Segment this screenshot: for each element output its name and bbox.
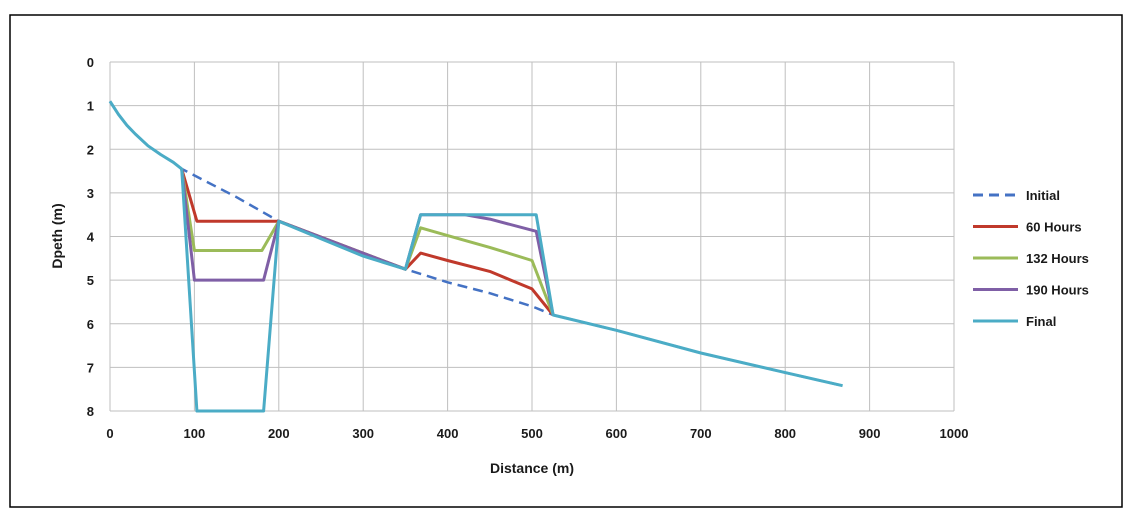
x-axis-label: Distance (m)	[490, 460, 574, 476]
legend-label: 60 Hours	[1026, 220, 1082, 235]
x-tick-label: 300	[352, 426, 374, 441]
series-line-final	[108, 100, 843, 413]
gridlines	[109, 61, 955, 412]
series-line-60-hours	[180, 168, 555, 316]
legend-label: Final	[1026, 314, 1056, 329]
x-tick-label: 0	[106, 426, 113, 441]
legend-label: Initial	[1026, 188, 1060, 203]
legend-label: 132 Hours	[1026, 251, 1089, 266]
x-tick-label: 500	[521, 426, 543, 441]
y-tick-label: 8	[87, 404, 94, 419]
y-tick-label: 5	[87, 273, 94, 288]
x-tick-label: 1000	[940, 426, 969, 441]
y-tick-label: 6	[87, 317, 94, 332]
y-tick-label: 4	[87, 230, 95, 245]
y-tick-label: 1	[87, 99, 94, 114]
y-tick-label: 3	[87, 186, 94, 201]
y-tick-labels: 0 1 2 3 4 5 6 7 8	[87, 55, 95, 419]
series-line-132-hours	[180, 168, 555, 316]
y-tick-label: 0	[87, 55, 94, 70]
y-tick-label: 7	[87, 360, 94, 375]
x-tick-labels: 0 100 200 300 400 500 600 700 800 900 1000	[106, 426, 968, 441]
legend: Initial 60 Hours 132 Hours 190 Hours Final	[973, 188, 1089, 329]
x-tick-label: 100	[184, 426, 206, 441]
chart-border	[9, 14, 1123, 508]
x-tick-label: 800	[774, 426, 796, 441]
x-tick-label: 900	[859, 426, 881, 441]
legend-label: 190 Hours	[1026, 283, 1089, 298]
x-tick-label: 400	[437, 426, 459, 441]
x-tick-label: 200	[268, 426, 290, 441]
x-tick-label: 600	[606, 426, 628, 441]
series-layer	[108, 100, 843, 413]
y-axis-label: Dpeth (m)	[49, 203, 65, 268]
x-tick-label: 700	[690, 426, 712, 441]
y-tick-label: 2	[87, 142, 94, 157]
